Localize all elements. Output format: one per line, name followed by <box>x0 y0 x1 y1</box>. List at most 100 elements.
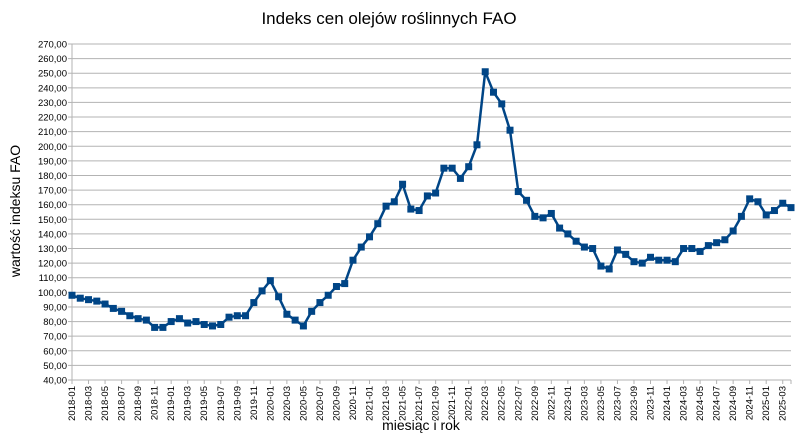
data-point-marker <box>407 205 415 213</box>
y-tick-label: 250,00 <box>38 69 67 80</box>
x-tick-label: 2025-01 <box>761 386 772 421</box>
x-tick-label: 2019-09 <box>232 386 243 421</box>
data-point-marker <box>523 196 531 204</box>
data-point-marker <box>93 297 101 305</box>
data-point-marker <box>531 212 539 220</box>
data-point-marker <box>85 296 93 304</box>
data-point-marker <box>663 256 671 264</box>
x-tick-label: 2022-03 <box>480 386 491 421</box>
data-point-marker <box>605 265 613 273</box>
data-point-marker <box>647 253 655 261</box>
x-tick-label: 2018-11 <box>150 386 161 420</box>
x-tick-label: 2021-09 <box>431 386 442 421</box>
data-point-marker <box>76 294 84 302</box>
y-tick-label: 210,00 <box>38 127 67 138</box>
data-point-marker <box>737 212 745 220</box>
data-point-marker <box>151 323 159 331</box>
x-tick-label: 2020-11 <box>348 386 359 420</box>
y-tick-label: 80,00 <box>43 317 67 328</box>
x-tick-label: 2022-09 <box>530 386 541 421</box>
x-tick-label: 2023-01 <box>563 386 574 421</box>
y-tick-label: 150,00 <box>38 215 67 226</box>
data-point-marker <box>316 299 324 307</box>
data-point-marker <box>357 243 365 251</box>
x-tick-label: 2018-05 <box>100 386 111 421</box>
y-tick-label: 60,00 <box>43 346 67 357</box>
data-point-marker <box>473 141 481 149</box>
x-tick-label: 2018-01 <box>67 386 78 421</box>
data-point-marker <box>456 174 464 182</box>
x-tick-label: 2018-09 <box>133 386 144 421</box>
data-point-marker <box>589 245 597 253</box>
x-tick-label: 2018-03 <box>84 386 95 421</box>
y-tick-label: 50,00 <box>43 361 67 372</box>
data-point-marker <box>126 312 134 320</box>
data-point-marker <box>688 245 696 253</box>
data-point-marker <box>349 256 357 264</box>
data-point-marker <box>465 163 473 171</box>
data-point-marker <box>432 189 440 197</box>
data-point-marker <box>299 322 307 330</box>
data-point-marker <box>746 195 754 203</box>
data-point-marker <box>332 283 340 291</box>
x-tick-label: 2024-09 <box>728 386 739 421</box>
data-point-marker <box>713 239 721 247</box>
series-line <box>71 70 792 329</box>
x-tick-label: 2024-07 <box>712 386 723 421</box>
x-tick-label: 2024-11 <box>745 386 756 420</box>
x-tick-label: 2020-07 <box>315 386 326 421</box>
data-point-marker <box>721 236 729 244</box>
y-tick-label: 230,00 <box>38 98 67 109</box>
x-tick-label: 2020-01 <box>265 386 276 421</box>
data-point-marker <box>374 220 382 228</box>
x-tick-label: 2021-11 <box>447 386 458 420</box>
data-point-marker <box>101 300 109 308</box>
y-axis-ticks: 40,00 50,00 60,00 70,00 80,00 90,00 100,00 110,… <box>38 40 72 387</box>
x-tick-label: 2021-01 <box>365 386 376 421</box>
x-tick-label: 2020-05 <box>298 386 309 421</box>
data-point-marker <box>134 315 142 323</box>
data-point-marker <box>109 304 117 312</box>
data-point-marker <box>242 312 250 320</box>
data-point-marker <box>308 307 316 315</box>
data-point-marker <box>597 262 605 270</box>
y-tick-label: 160,00 <box>38 200 67 211</box>
x-tick-label: 2019-07 <box>216 386 227 421</box>
data-point-marker <box>514 188 522 196</box>
data-point-marker <box>208 322 216 330</box>
gridlines <box>72 43 791 381</box>
data-point-marker <box>564 230 572 238</box>
data-point-marker <box>498 100 506 108</box>
x-tick-label: 2023-03 <box>579 386 590 421</box>
y-tick-label: 100,00 <box>38 288 67 299</box>
data-point-marker <box>142 316 150 324</box>
y-tick-label: 70,00 <box>43 332 67 343</box>
x-tick-label: 2019-05 <box>199 386 210 421</box>
x-tick-label: 2021-03 <box>381 386 392 421</box>
x-tick-label: 2022-07 <box>513 386 524 421</box>
x-tick-label: 2021-05 <box>398 386 409 421</box>
x-tick-label: 2019-03 <box>183 386 194 421</box>
data-point-marker <box>415 207 423 215</box>
data-point-marker <box>192 318 200 326</box>
data-point-marker <box>638 259 646 267</box>
y-tick-label: 120,00 <box>38 259 67 270</box>
data-point-marker <box>275 293 283 301</box>
data-point-marker <box>341 280 349 288</box>
data-point-marker <box>655 256 663 264</box>
x-tick-label: 2023-11 <box>646 386 657 420</box>
data-point-marker <box>481 68 489 76</box>
x-tick-label: 2020-03 <box>282 386 293 421</box>
y-axis-title: wartość indeksu FAO <box>7 145 23 278</box>
x-tick-label: 2025-03 <box>778 386 789 421</box>
data-point-marker <box>390 198 398 206</box>
data-point-marker <box>159 323 167 331</box>
x-tick-label: 2022-01 <box>464 386 475 421</box>
y-tick-label: 110,00 <box>39 273 67 284</box>
y-tick-label: 260,00 <box>38 54 67 65</box>
x-tick-label: 2023-07 <box>612 386 623 421</box>
y-tick-label: 220,00 <box>38 113 67 124</box>
y-tick-label: 170,00 <box>38 186 67 197</box>
